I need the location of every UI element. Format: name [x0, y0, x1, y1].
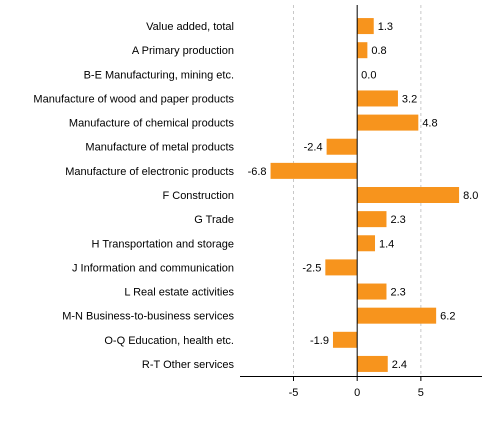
value-label: 3.2 [402, 93, 417, 105]
bar [357, 18, 374, 35]
category-label: M-N Business-to-business services [62, 311, 234, 323]
category-label: R-T Other services [142, 359, 235, 371]
category-label: H Transportation and storage [92, 238, 234, 250]
category-label: Manufacture of metal products [85, 142, 234, 154]
bar [357, 307, 437, 324]
bar [325, 259, 358, 276]
category-label: Manufacture of electronic products [65, 166, 234, 178]
value-label: 2.3 [390, 287, 405, 299]
bar [270, 162, 358, 179]
bar [357, 211, 387, 228]
value-label: 1.3 [378, 21, 393, 33]
value-label: 2.3 [390, 214, 405, 226]
bar [357, 42, 368, 59]
category-label: A Primary production [132, 45, 234, 57]
grid-lines [292, 5, 422, 376]
value-label: -2.4 [304, 142, 323, 154]
value-label: 4.8 [422, 118, 437, 130]
category-label: F Construction [162, 190, 234, 202]
value-label: 8.0 [463, 190, 478, 202]
bar [357, 114, 419, 131]
category-label: G Trade [194, 214, 234, 226]
value-label: -1.9 [310, 335, 329, 347]
value-label: 6.2 [440, 311, 455, 323]
category-label: Manufacture of wood and paper products [33, 93, 234, 105]
bar [357, 355, 388, 372]
bar [332, 331, 358, 348]
category-label: J Information and communication [72, 262, 234, 274]
bar [357, 187, 460, 203]
bar [326, 138, 358, 155]
category-label: L Real estate activities [124, 287, 234, 299]
value-label: -6.8 [248, 166, 267, 178]
value-label: 0.8 [371, 45, 386, 57]
x-tick-label: 0 [354, 387, 360, 399]
category-label: O-Q Education, health etc. [104, 335, 234, 347]
category-label: Manufacture of chemical products [69, 118, 235, 130]
x-tick-label: -5 [289, 387, 299, 399]
category-label: Value added, total [146, 21, 234, 33]
axes: -5 0 5 [240, 5, 482, 399]
value-label: 1.4 [379, 238, 394, 250]
bar [357, 235, 376, 252]
value-label: 2.4 [392, 359, 407, 371]
category-label: B-E Manufacturing, mining etc. [84, 69, 234, 81]
value-label: 0.0 [361, 69, 376, 81]
x-tick-label: 5 [418, 387, 424, 399]
value-label: -2.5 [302, 262, 321, 274]
labels: Value added, total 1.3 A Primary productio… [33, 21, 478, 371]
bar [357, 90, 398, 107]
bar [357, 283, 387, 300]
bars [270, 18, 460, 372]
